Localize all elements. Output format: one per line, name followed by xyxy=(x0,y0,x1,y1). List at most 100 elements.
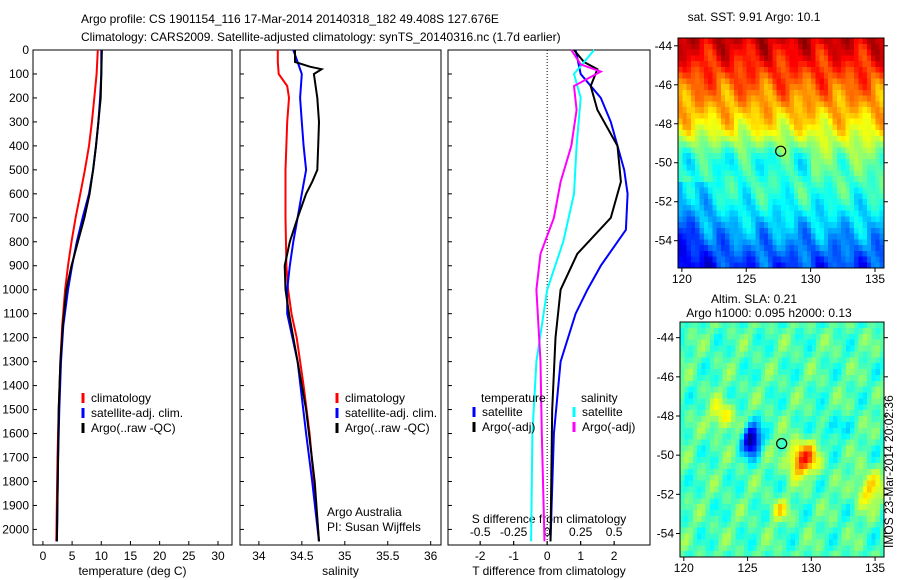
map-y-tick-label: -50 xyxy=(657,448,675,462)
y-tick-label: 1800 xyxy=(2,474,29,488)
series-salinity-argo-adj- xyxy=(535,49,604,542)
sst-map-title: sat. SST: 9.91 Argo: 10.1 xyxy=(688,10,821,24)
map-y-tick-label: -48 xyxy=(657,409,675,423)
title-line-1: Argo profile: CS 1901154_116 17-Mar-2014… xyxy=(81,12,499,26)
map-x-tick-label: 135 xyxy=(865,272,885,286)
x-tick-label: 15 xyxy=(124,549,138,563)
map-y-tick-label: -54 xyxy=(657,527,675,541)
legend-label: satellite-adj. clim. xyxy=(91,406,183,420)
credit-line-2: PI: Susan Wijffels xyxy=(327,520,421,534)
legend-label: climatology xyxy=(345,391,405,405)
y-tick-label: 1600 xyxy=(2,427,29,441)
sst-heatmap xyxy=(678,38,884,268)
x-tick-label: 30 xyxy=(211,549,225,563)
x-tick-label: 35.5 xyxy=(376,549,400,563)
legend-label: Argo(-adj) xyxy=(482,420,535,434)
series-satellite-adj-clim- xyxy=(286,49,320,542)
x-tick-label: 34.5 xyxy=(290,549,314,563)
legend-label: satellite-adj. clim. xyxy=(345,406,437,420)
map-x-tick-label: 130 xyxy=(801,561,821,575)
x-tick-label: 35 xyxy=(338,549,352,563)
s-tick-label: 0.5 xyxy=(606,525,623,539)
map-y-tick-label: -52 xyxy=(657,487,675,501)
map-x-tick-label: 120 xyxy=(674,561,694,575)
y-tick-label: 100 xyxy=(9,67,29,81)
series-climatology xyxy=(55,49,99,542)
series-temperature-satellite xyxy=(549,49,629,542)
x-tick-label: 34 xyxy=(252,549,266,563)
legend-label: satellite xyxy=(582,405,623,419)
y-tick-label: 1500 xyxy=(2,403,29,417)
map-y-tick-label: -50 xyxy=(655,156,673,170)
argo-location-marker xyxy=(775,145,787,157)
series-argo-raw-qc- xyxy=(55,49,103,542)
credit-line-1: Argo Australia xyxy=(327,505,402,519)
sla-heatmap xyxy=(680,322,884,557)
x-tick-label: 25 xyxy=(182,549,196,563)
x-tick-label: 0 xyxy=(40,549,47,563)
y-tick-label: 0 xyxy=(22,43,29,57)
legend-label: Argo(-adj) xyxy=(582,420,635,434)
y-tick-label: 300 xyxy=(9,115,29,129)
differences-xlabel: T difference from climatology xyxy=(472,564,626,578)
x-tick-label: 20 xyxy=(153,549,167,563)
x-tick-label: -1 xyxy=(508,549,519,563)
y-tick-label: 1400 xyxy=(2,379,29,393)
salinity-xlabel: salinity xyxy=(322,564,359,578)
sla-map-frame xyxy=(679,321,885,558)
x-tick-label: 5 xyxy=(69,549,76,563)
series-temperature-argo-adj- xyxy=(549,49,622,542)
series-argo-raw-qc- xyxy=(283,50,325,542)
temperature-axes-box xyxy=(32,49,233,546)
x-tick-label: 0 xyxy=(544,549,551,563)
map-y-tick-label: -48 xyxy=(655,117,673,131)
y-tick-label: 1000 xyxy=(2,283,29,297)
salinity-axes-box xyxy=(239,49,442,546)
y-tick-label: 400 xyxy=(9,139,29,153)
x-tick-label: 2 xyxy=(611,549,618,563)
s-tick-label: -0.5 xyxy=(470,525,491,539)
y-tick-label: 1100 xyxy=(3,307,29,321)
sla-map-subtitle: Argo h1000: 0.095 h2000: 0.13 xyxy=(686,306,852,320)
x-tick-label: 36 xyxy=(424,549,438,563)
x-tick-label: -2 xyxy=(475,549,486,563)
y-tick-label: 1900 xyxy=(2,498,29,512)
map-y-tick-label: -46 xyxy=(655,78,673,92)
s-axis-label: S difference from climatology xyxy=(472,512,627,526)
legend-label: satellite xyxy=(482,405,523,419)
sst-map-frame xyxy=(677,37,885,269)
legend-label: Argo(..raw -QC) xyxy=(91,421,176,435)
differences-axes-box xyxy=(447,49,651,546)
legend-label: climatology xyxy=(91,391,151,405)
s-tick-label: 0 xyxy=(544,525,551,539)
y-tick-label: 900 xyxy=(9,259,29,273)
x-tick-label: 1 xyxy=(577,549,584,563)
series-satellite-adj-clim- xyxy=(55,50,103,542)
temperature-xlabel: temperature (deg C) xyxy=(78,564,186,578)
map-x-tick-label: 120 xyxy=(672,272,692,286)
x-tick-label: 10 xyxy=(95,549,109,563)
legend-label: Argo(..raw -QC) xyxy=(345,421,430,435)
argo-location-marker xyxy=(776,437,788,450)
s-tick-label: -0.25 xyxy=(500,525,528,539)
map-y-tick-label: -46 xyxy=(657,370,675,384)
map-x-tick-label: 125 xyxy=(736,272,756,286)
map-x-tick-label: 125 xyxy=(738,561,758,575)
y-tick-label: 600 xyxy=(9,187,29,201)
y-tick-label: 1200 xyxy=(2,331,29,345)
map-x-tick-label: 135 xyxy=(865,561,885,575)
y-tick-label: 700 xyxy=(9,211,29,225)
y-tick-label: 2000 xyxy=(2,522,29,536)
y-tick-label: 500 xyxy=(9,163,29,177)
y-tick-label: 200 xyxy=(9,91,29,105)
y-tick-label: 1300 xyxy=(2,355,29,369)
title-line-2: Climatology: CARS2009. Satellite-adjuste… xyxy=(81,30,561,44)
sla-map-title: Altim. SLA: 0.21 xyxy=(711,292,797,306)
map-y-tick-label: -52 xyxy=(655,195,673,209)
s-tick-label: 0.25 xyxy=(569,525,593,539)
map-x-tick-label: 130 xyxy=(801,272,821,286)
y-tick-label: 1700 xyxy=(2,451,29,465)
y-tick-label: 800 xyxy=(9,235,29,249)
